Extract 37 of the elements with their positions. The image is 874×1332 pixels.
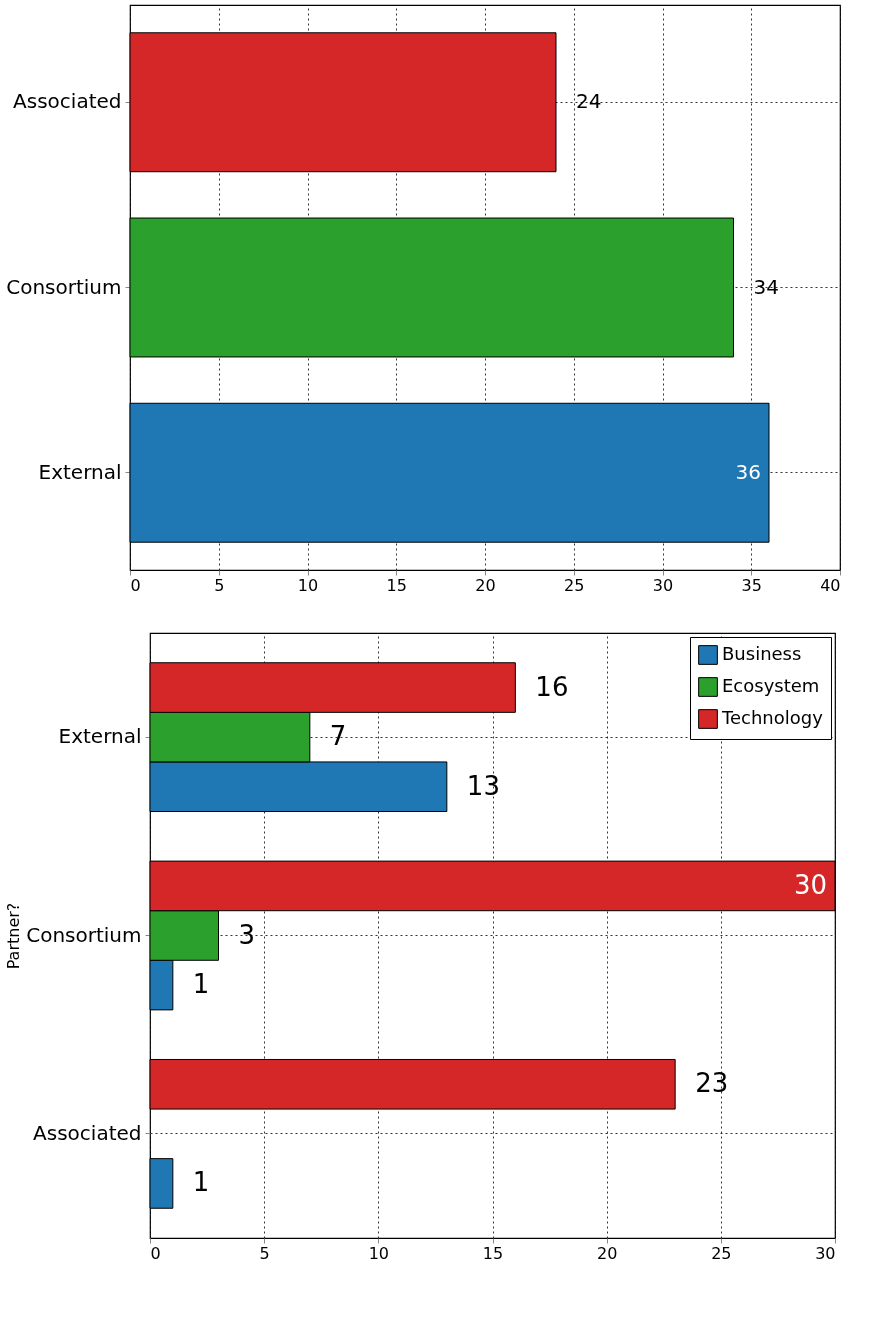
x-tick-label: 30 <box>815 1243 836 1263</box>
data-label: 1 <box>192 969 210 1000</box>
y-axis-title: Partner? <box>4 902 24 970</box>
y-tick-label: Consortium <box>26 922 142 947</box>
x-tick-label: 0 <box>130 575 141 595</box>
data-label: 23 <box>695 1068 729 1099</box>
x-tick-label: 20 <box>475 575 496 595</box>
x-tick-label: 40 <box>820 575 841 595</box>
data-label: 34 <box>753 274 779 299</box>
data-label: 13 <box>466 770 500 801</box>
data-label: 24 <box>576 89 602 114</box>
y-tick-label: Consortium <box>6 274 122 299</box>
data-label: 7 <box>329 721 347 752</box>
y-tick-label: External <box>38 459 122 484</box>
data-label: 30 <box>793 869 827 900</box>
data-label: 16 <box>535 671 569 702</box>
x-tick-label: 35 <box>741 575 762 595</box>
legend-label: Business <box>722 643 802 664</box>
x-tick-label: 5 <box>259 1243 270 1263</box>
x-tick-label: 10 <box>368 1243 390 1263</box>
y-tick-label: Associated <box>13 89 122 114</box>
legend-label: Ecosystem <box>722 675 820 696</box>
x-tick-label: 20 <box>596 1243 618 1263</box>
x-tick-label: 5 <box>214 575 225 595</box>
data-label: 3 <box>238 919 256 950</box>
legend-label: Technology <box>721 707 824 728</box>
y-tick-label: External <box>58 724 142 749</box>
data-label: 36 <box>735 459 761 484</box>
x-tick-label: 25 <box>564 575 585 595</box>
x-tick-label: 10 <box>297 575 319 595</box>
x-tick-label: 30 <box>652 575 674 595</box>
x-tick-label: 15 <box>386 575 407 595</box>
y-tick-label: Associated <box>33 1120 142 1145</box>
x-tick-label: 15 <box>482 1243 504 1263</box>
data-label: 1 <box>192 1167 210 1198</box>
x-tick-label: 0 <box>150 1243 161 1263</box>
x-tick-label: 25 <box>711 1243 732 1263</box>
